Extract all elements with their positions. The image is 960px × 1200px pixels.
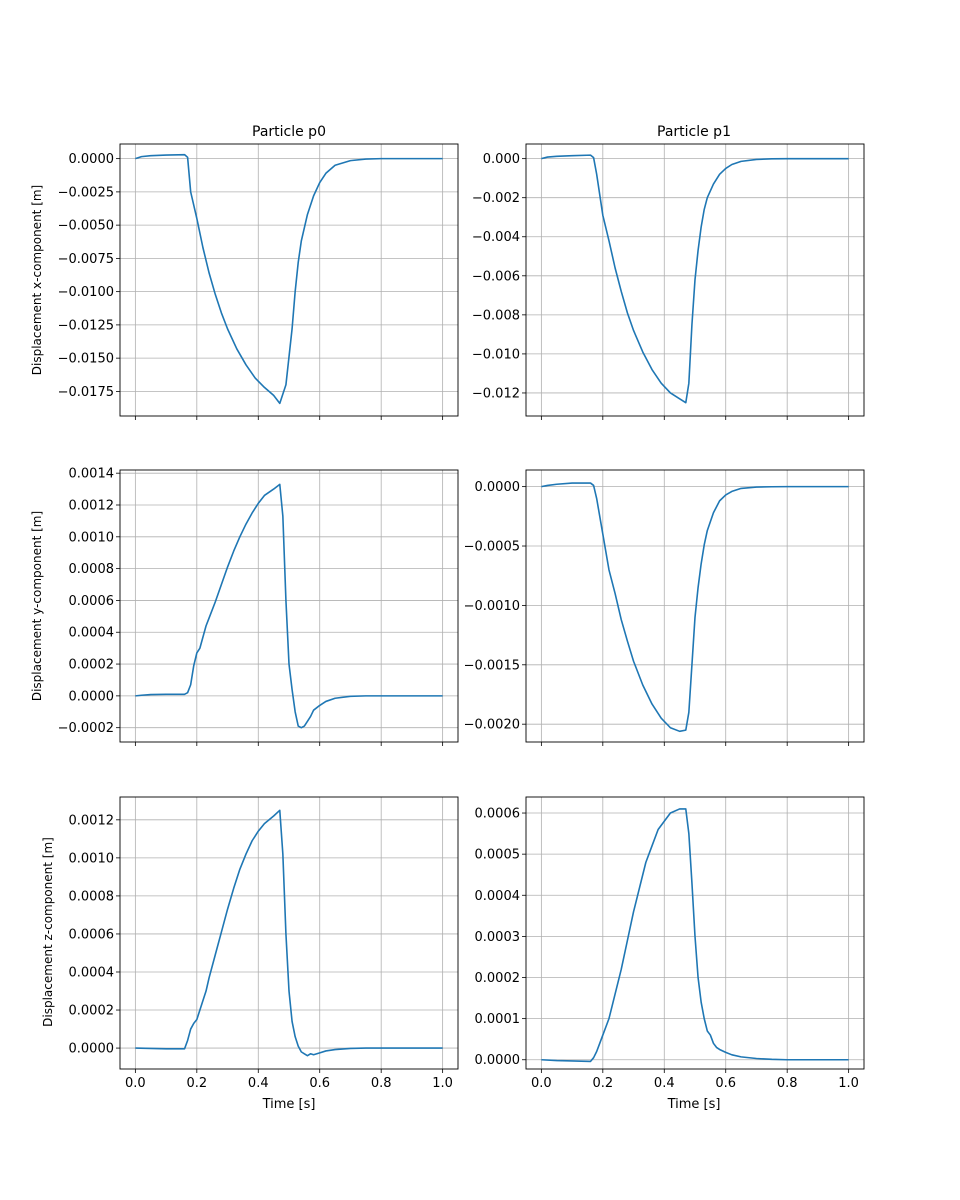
data-series-line <box>135 483 443 729</box>
y-tick-label: −0.010 <box>472 347 520 362</box>
axes-frame <box>525 143 865 417</box>
subplot-p1-z: Time [s] 0.0 0.2 0.4 0.6 0.8 1.0 0.0006 0.0005 0… <box>475 796 865 1112</box>
y-tick-label: 0.0002 <box>69 658 115 673</box>
y-tick-label: −0.0050 <box>58 219 114 234</box>
x-tick-label: 0.0 <box>531 1076 552 1091</box>
axes-frame <box>119 796 459 1070</box>
axes-frame <box>525 796 865 1070</box>
y-tick-label: 0.0001 <box>475 1012 521 1027</box>
x-axis-label: Time [s] <box>667 1097 721 1112</box>
y-tick-label: 0.0000 <box>475 480 521 495</box>
y-tick-label: 0.0000 <box>69 689 115 704</box>
y-axis-label: Displacement x-component [m] <box>30 185 44 376</box>
y-tick-label: 0.0008 <box>69 562 115 577</box>
x-tick-label: 0.8 <box>371 1076 392 1091</box>
y-tick-label: −0.0125 <box>58 318 114 333</box>
y-tick-label: −0.0005 <box>464 540 520 555</box>
subplot-p1-y: 0.0000 −0.0005 −0.0010 −0.0015 −0.0020 <box>464 469 865 746</box>
y-tick-label: −0.0025 <box>58 185 114 200</box>
y-tick-label: 0.0000 <box>69 1042 115 1057</box>
y-tick-label: 0.0012 <box>69 498 115 513</box>
subplot-p0-y: Displacement y-component [m] 0.0014 0.001… <box>30 467 459 746</box>
axes-frame <box>119 143 459 417</box>
y-tick-label: −0.008 <box>472 308 520 323</box>
data-series-line <box>135 809 443 1057</box>
y-axis-label: Displacement y-component [m] <box>30 511 44 701</box>
y-tick-label: −0.0010 <box>464 599 520 614</box>
data-series-line <box>541 482 849 733</box>
y-tick-label: 0.0004 <box>69 626 115 641</box>
x-tick-label: 0.4 <box>654 1076 675 1091</box>
data-series-line <box>135 153 443 405</box>
y-tick-label: −0.002 <box>472 191 520 206</box>
x-tick-label: 0.4 <box>248 1076 269 1091</box>
y-tick-label: 0.0003 <box>475 930 521 945</box>
x-tick-label: 0.2 <box>592 1076 613 1091</box>
data-series-line <box>541 808 849 1063</box>
y-axis-label: Displacement z-component [m] <box>41 837 55 1027</box>
y-tick-label: 0.0005 <box>475 848 521 863</box>
subplot-p0-z: Displacement z-component [m] Time [s] 0.… <box>41 796 459 1112</box>
y-tick-label: 0.0014 <box>69 467 115 482</box>
subplot-p1-x: Particle p1 0.000 −0.002 −0.004 −0.006 −0.00… <box>472 124 865 420</box>
y-tick-label: 0.0002 <box>475 971 521 986</box>
y-tick-label: −0.0150 <box>58 352 114 367</box>
y-tick-label: 0.0004 <box>69 965 115 980</box>
y-tick-label: −0.006 <box>472 269 520 284</box>
y-tick-label: −0.0175 <box>58 385 114 400</box>
y-tick-label: −0.0002 <box>58 721 114 736</box>
axes-frame <box>119 469 459 743</box>
y-tick-label: 0.0008 <box>69 889 115 904</box>
y-tick-label: 0.0004 <box>475 889 521 904</box>
y-tick-label: 0.0000 <box>69 152 115 167</box>
x-tick-label: 0.6 <box>309 1076 330 1091</box>
y-tick-label: −0.004 <box>472 230 520 245</box>
y-tick-label: 0.0006 <box>475 807 521 822</box>
x-tick-label: 0.6 <box>715 1076 736 1091</box>
y-tick-label: 0.000 <box>483 152 520 167</box>
y-tick-label: 0.0012 <box>69 813 115 828</box>
y-tick-label: 0.0002 <box>69 1004 115 1019</box>
x-tick-label: 0.0 <box>125 1076 146 1091</box>
subplot-title: Particle p1 <box>657 124 731 140</box>
x-tick-label: 0.8 <box>777 1076 798 1091</box>
y-tick-label: −0.0075 <box>58 252 114 267</box>
y-tick-label: −0.012 <box>472 386 520 401</box>
subplot-p0-x: Particle p0 Displacement x-component [m]… <box>30 124 459 420</box>
x-tick-label: 1.0 <box>432 1076 453 1091</box>
y-tick-label: −0.0020 <box>464 718 520 733</box>
y-tick-label: 0.0010 <box>69 851 115 866</box>
x-tick-label: 0.2 <box>186 1076 207 1091</box>
y-tick-label: 0.0006 <box>69 927 115 942</box>
y-tick-label: 0.0010 <box>69 530 115 545</box>
y-tick-label: 0.0006 <box>69 594 115 609</box>
y-tick-label: −0.0100 <box>58 285 114 300</box>
data-series-line <box>541 154 849 404</box>
x-axis-label: Time [s] <box>262 1097 316 1112</box>
axes-frame <box>525 469 865 743</box>
subplot-title: Particle p0 <box>252 124 326 140</box>
y-tick-label: 0.0000 <box>475 1053 521 1068</box>
x-tick-label: 1.0 <box>838 1076 859 1091</box>
y-tick-label: −0.0015 <box>464 658 520 673</box>
